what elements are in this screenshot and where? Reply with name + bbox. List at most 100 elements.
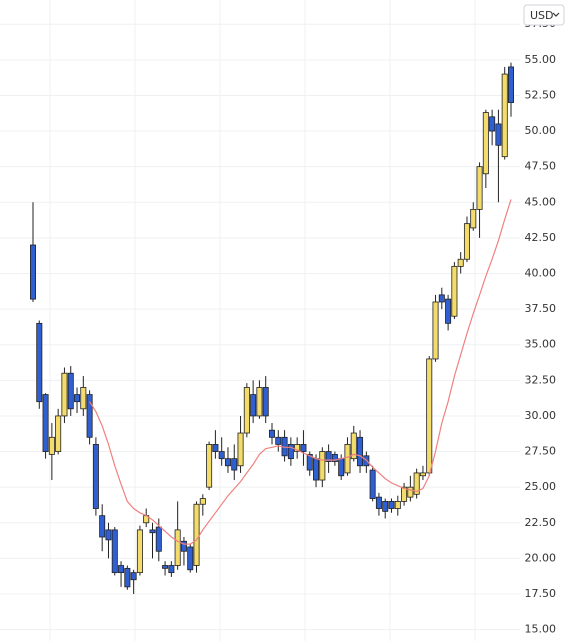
candle-body (407, 486, 414, 498)
candle-body (105, 529, 112, 541)
y-tick-label: 17.50 (525, 587, 557, 600)
candle-body (29, 244, 36, 300)
candle-body (262, 387, 269, 417)
candle-body (155, 526, 162, 552)
candle-body (275, 436, 282, 445)
y-tick-label: 50.00 (525, 124, 557, 137)
candle-body (451, 265, 458, 317)
candle-body (388, 501, 395, 509)
candle-body (426, 358, 433, 474)
y-tick-label: 25.00 (525, 480, 557, 493)
candle-body (111, 529, 118, 574)
candle-body (495, 123, 502, 146)
candle-body (193, 503, 200, 566)
y-tick-label: 42.50 (525, 231, 557, 244)
currency-label[interactable]: USD (530, 9, 554, 22)
candle-body (231, 458, 238, 471)
candle-body (67, 372, 74, 410)
candle-body (218, 451, 225, 460)
y-tick-label: 45.00 (525, 195, 557, 208)
candle-body (206, 444, 213, 488)
y-tick-label: 15.00 (525, 623, 557, 636)
candle-body (401, 486, 408, 502)
candle-body (86, 394, 93, 438)
y-tick-label: 47.50 (525, 160, 557, 173)
candle-body (224, 458, 231, 467)
candle-body (92, 444, 99, 509)
candle-body (36, 322, 43, 403)
candle-body (319, 451, 326, 481)
candle-body (74, 394, 81, 403)
candle-body (432, 301, 439, 360)
candle-body (149, 529, 156, 534)
candle-body (350, 432, 357, 460)
currency-box[interactable] (523, 4, 565, 26)
candle-body (413, 472, 420, 495)
candle-body (136, 529, 143, 574)
candle-body (162, 565, 169, 569)
candle-body (476, 166, 483, 210)
candle-body (168, 565, 175, 574)
candle-body (369, 469, 376, 499)
candle-body (187, 546, 194, 571)
candle-body (463, 223, 470, 260)
candle-body (250, 394, 257, 417)
candle-body (438, 294, 445, 303)
candle-body (268, 429, 275, 438)
y-tick-label: 22.50 (525, 516, 557, 529)
candle-body (61, 372, 68, 417)
candle-body (344, 444, 351, 474)
chevron (552, 12, 560, 17)
candle-body (338, 458, 345, 477)
candle-body (357, 436, 364, 467)
candle-body (489, 116, 496, 132)
y-tick-label: 55.00 (525, 53, 557, 66)
candle-body (375, 496, 382, 509)
candle-body (237, 432, 244, 467)
y-tick-label: 52.50 (525, 88, 557, 101)
candle-body (507, 66, 514, 103)
candle-body (55, 415, 62, 452)
candle-body (394, 501, 401, 509)
moving-average-line (89, 199, 512, 545)
candle-body (294, 444, 301, 452)
candle-body (48, 436, 55, 455)
candle-body (118, 565, 125, 574)
candle-body (130, 572, 137, 581)
candle-body (80, 387, 87, 410)
candle-body (199, 498, 206, 505)
candle-body (482, 112, 489, 175)
candle-body (382, 501, 389, 512)
candle-body (42, 394, 49, 452)
candle-body (180, 540, 187, 552)
y-tick-label: 27.50 (525, 445, 557, 458)
candle-body (287, 444, 294, 460)
y-tick-label: 40.00 (525, 266, 557, 279)
candle-body (243, 387, 250, 434)
candle-body (300, 444, 307, 452)
price-axis: 15.00 17.50 20.00 22.50 25.00 27.50 30.00 32.50… (525, 17, 557, 635)
y-tick-label: 30.00 (525, 409, 557, 422)
candle-body (501, 73, 508, 158)
candle-body (331, 453, 338, 462)
candle-body (325, 451, 332, 462)
y-tick-label: 20.00 (525, 551, 557, 564)
y-tick-label: 37.50 (525, 302, 557, 315)
y-tick-label: 32.50 (525, 373, 557, 386)
candle-body (256, 387, 263, 417)
currency-button[interactable]: USD (523, 4, 565, 26)
candle-body (174, 529, 181, 566)
candle-body (99, 515, 106, 538)
candle-body (445, 298, 452, 324)
candle-body (306, 453, 313, 471)
y-tick-label: 35.00 (525, 338, 557, 351)
candle-body (313, 458, 320, 481)
candle-body (419, 472, 426, 477)
candle-body (124, 567, 131, 588)
vertical-grid (49, 0, 476, 641)
candle-body (212, 444, 219, 452)
candle-body (470, 208, 477, 229)
candle-body (457, 258, 464, 267)
plot (0, 23, 520, 631)
